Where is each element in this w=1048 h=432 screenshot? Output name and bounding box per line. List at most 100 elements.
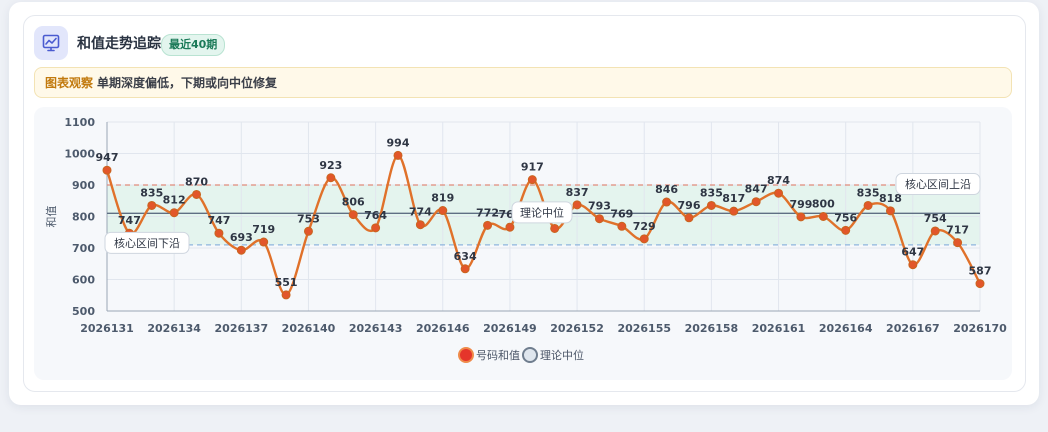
data-label: 947	[96, 151, 119, 164]
data-point	[796, 212, 806, 222]
data-label: 994	[387, 136, 410, 149]
x-tick-label: 2026149	[483, 322, 537, 335]
data-point	[885, 206, 895, 216]
observation-text: 单期深度偏低，下期或向中位修复	[97, 76, 278, 90]
data-point	[863, 200, 873, 210]
data-label: 835	[700, 186, 723, 199]
x-tick-label: 2026143	[349, 322, 403, 335]
data-label: 800	[812, 198, 835, 211]
data-point	[706, 200, 716, 210]
data-label: 719	[252, 223, 275, 236]
x-tick-label: 2026167	[886, 322, 940, 335]
data-label: 818	[879, 192, 902, 205]
x-tick-label: 2026131	[80, 322, 134, 335]
data-point	[147, 200, 157, 210]
legend-median-marker	[522, 347, 538, 363]
data-point	[594, 214, 604, 224]
data-label: 747	[118, 214, 141, 227]
data-label: 756	[834, 211, 857, 224]
data-label: 753	[297, 212, 320, 225]
data-point	[908, 260, 918, 270]
x-tick-label: 2026170	[953, 322, 1007, 335]
data-label: 812	[163, 194, 186, 207]
observation-banner: 图表观察 单期深度偏低，下期或向中位修复	[34, 67, 1012, 98]
observation-label: 图表观察	[45, 76, 94, 90]
data-point	[662, 197, 672, 207]
upper-band-label-box	[895, 173, 981, 195]
y-tick-label: 700	[72, 242, 95, 255]
data-label: 819	[431, 192, 454, 205]
median-label-box	[511, 201, 573, 224]
data-point	[617, 221, 627, 231]
data-point	[348, 210, 358, 220]
x-tick-label: 2026146	[416, 322, 470, 335]
y-tick-label: 800	[72, 211, 95, 224]
data-point	[415, 220, 425, 230]
legend-sum-label: 号码和值	[476, 349, 520, 362]
y-tick-label: 500	[72, 305, 95, 318]
period-badge: 最近40期	[161, 34, 226, 56]
data-label: 837	[566, 186, 589, 199]
data-label: 587	[969, 265, 992, 278]
data-point	[841, 225, 851, 235]
data-label: 764	[364, 209, 387, 222]
x-tick-label: 2026152	[550, 322, 604, 335]
upper-band-label: 核心区间上沿	[905, 177, 971, 191]
x-tick-label: 2026164	[819, 322, 873, 335]
data-point	[953, 238, 963, 248]
data-point	[281, 290, 291, 300]
y-tick-label: 1100	[64, 116, 95, 129]
data-label: 870	[185, 175, 208, 188]
trend-chart-icon	[34, 26, 68, 60]
data-label: 647	[901, 246, 924, 259]
data-label: 747	[207, 214, 230, 227]
x-tick-label: 2026158	[685, 322, 739, 335]
data-point	[214, 228, 224, 238]
y-tick-label: 600	[72, 274, 95, 287]
data-point	[818, 212, 828, 221]
y-axis-label: 和值	[45, 206, 58, 228]
data-point	[930, 226, 940, 236]
data-label: 835	[140, 186, 163, 199]
median-label: 理论中位	[520, 205, 564, 219]
x-tick-label: 2026161	[752, 322, 806, 335]
data-label: 769	[610, 207, 633, 220]
data-point	[259, 237, 269, 247]
legend-item-sum[interactable]: 号码和值	[458, 347, 520, 363]
data-point	[527, 175, 537, 185]
data-label: 754	[924, 212, 947, 225]
x-tick-label: 2026134	[147, 322, 201, 335]
data-label: 835	[857, 186, 880, 199]
data-point	[371, 223, 381, 233]
data-label: 793	[588, 200, 611, 213]
data-label: 551	[275, 276, 298, 289]
data-point	[438, 206, 448, 216]
data-point	[326, 173, 336, 183]
data-point	[684, 213, 694, 223]
chart-legend: 号码和值 理论中位	[458, 345, 586, 365]
data-label: 846	[655, 183, 678, 196]
data-point	[639, 234, 649, 244]
data-point	[169, 208, 179, 218]
data-label: 717	[946, 224, 969, 237]
data-label: 729	[633, 220, 656, 233]
x-tick-label: 2026137	[215, 322, 269, 335]
data-point	[102, 165, 112, 175]
data-label: 874	[767, 174, 790, 187]
data-label: 774	[409, 206, 432, 219]
chart-title: 和值走势追踪	[77, 36, 161, 52]
data-label: 772	[476, 206, 499, 219]
data-label: 806	[342, 196, 365, 209]
data-label: 917	[521, 161, 544, 174]
lower-band-label: 核心区间下沿	[114, 236, 180, 250]
legend-item-median[interactable]: 理论中位	[522, 347, 584, 363]
data-point	[774, 188, 784, 198]
data-label: 847	[745, 183, 768, 196]
legend-median-label: 理论中位	[540, 349, 584, 362]
x-tick-label: 2026140	[282, 322, 336, 335]
data-point	[303, 226, 313, 236]
data-label: 796	[678, 199, 701, 212]
data-point	[192, 189, 202, 199]
data-point	[975, 279, 985, 289]
